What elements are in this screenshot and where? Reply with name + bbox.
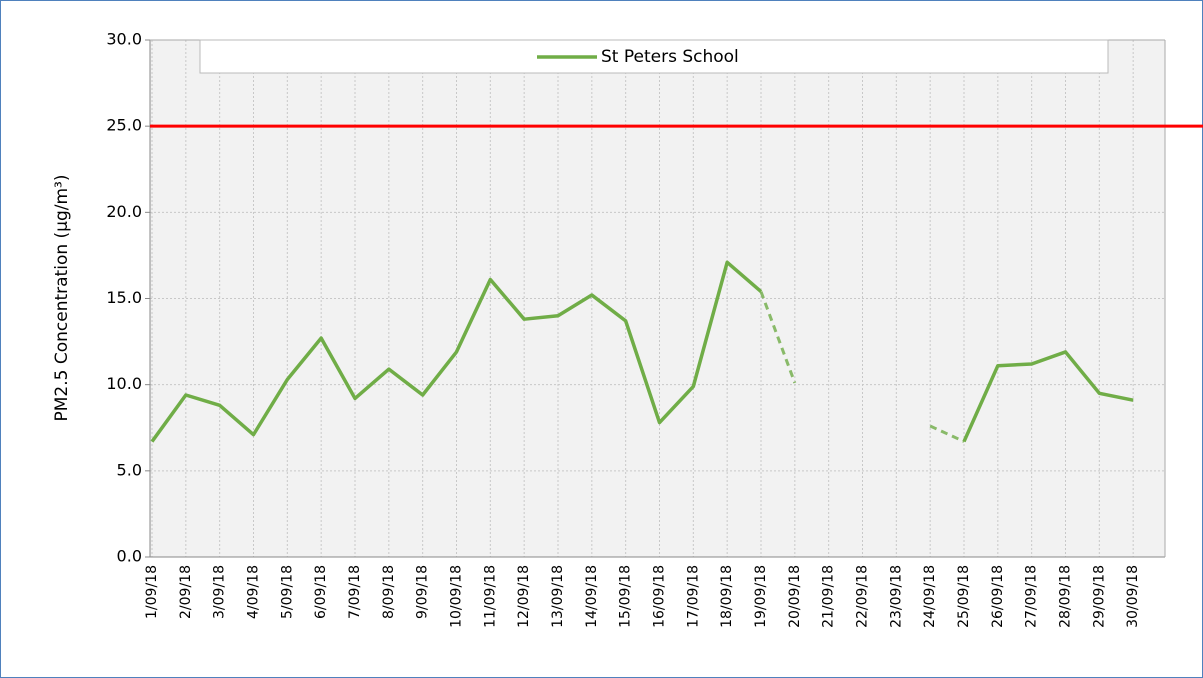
x-tick-label: 25/09/18 bbox=[956, 565, 972, 628]
y-tick-label: 10.0 bbox=[106, 374, 142, 393]
x-tick-label: 3/09/18 bbox=[212, 565, 228, 619]
x-tick-label: 10/09/18 bbox=[449, 565, 465, 628]
x-tick-label: 28/09/18 bbox=[1058, 565, 1074, 628]
x-tick-label: 17/09/18 bbox=[685, 565, 701, 628]
legend-box bbox=[199, 39, 1109, 74]
x-tick-label: 5/09/18 bbox=[279, 565, 295, 619]
x-tick-label: 19/09/18 bbox=[753, 565, 769, 628]
x-tick-label: 23/09/18 bbox=[888, 565, 904, 628]
x-tick-label: 21/09/18 bbox=[821, 565, 837, 628]
x-tick-label: 8/09/18 bbox=[381, 565, 397, 619]
x-tick-label: 22/09/18 bbox=[855, 565, 871, 628]
x-tick-label: 1/09/18 bbox=[144, 565, 160, 619]
series-line-dashed bbox=[759, 291, 797, 384]
legend-label: St Peters School bbox=[601, 47, 739, 67]
x-tick-label: 9/09/18 bbox=[415, 565, 431, 619]
x-tick-label: 6/09/18 bbox=[313, 565, 329, 619]
y-tick-label: 15.0 bbox=[106, 288, 142, 307]
x-tick-label: 12/09/18 bbox=[516, 565, 532, 628]
x-tick-label: 4/09/18 bbox=[246, 565, 262, 619]
x-tick-label: 11/09/18 bbox=[482, 565, 498, 628]
y-tick-label: 20.0 bbox=[106, 202, 142, 221]
x-tick-label: 20/09/18 bbox=[787, 565, 803, 628]
y-tick-label: 0.0 bbox=[117, 547, 142, 566]
x-tick-label: 27/09/18 bbox=[1024, 565, 1040, 628]
x-tick-label: 2/09/18 bbox=[178, 565, 194, 619]
x-tick-label: 14/09/18 bbox=[584, 565, 600, 628]
x-tick-label: 30/09/18 bbox=[1125, 565, 1141, 628]
y-tick-label: 5.0 bbox=[117, 460, 142, 479]
x-tick-label: 13/09/18 bbox=[550, 565, 566, 628]
y-tick-label: 30.0 bbox=[106, 30, 142, 49]
x-tick-label: 15/09/18 bbox=[618, 565, 634, 628]
x-tick-label: 18/09/18 bbox=[719, 565, 735, 628]
y-axis-title: PM2.5 Concentration (µg/m³) bbox=[52, 175, 72, 422]
y-tick-label: 25.0 bbox=[106, 116, 142, 135]
x-tick-label: 7/09/18 bbox=[347, 565, 363, 619]
x-tick-label: 24/09/18 bbox=[922, 565, 938, 628]
series-line bbox=[150, 260, 763, 443]
x-tick-label: 26/09/18 bbox=[990, 565, 1006, 628]
series-line-dashed bbox=[929, 424, 965, 443]
x-tick-label: 16/09/18 bbox=[652, 565, 668, 628]
x-tick-label: 29/09/18 bbox=[1091, 565, 1107, 628]
series-line bbox=[962, 350, 1134, 443]
